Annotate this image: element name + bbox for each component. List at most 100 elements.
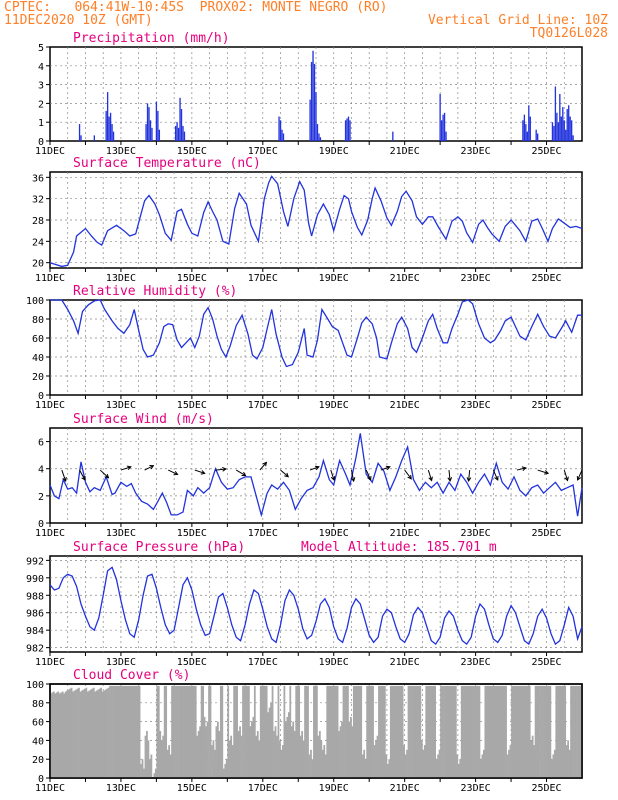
cloud-bar [345, 685, 348, 778]
y-tick-label: 2 [38, 492, 44, 503]
precip-bar [313, 63, 316, 141]
precip-bar [537, 133, 539, 141]
cloud-bar [528, 685, 531, 778]
y-tick-label: 36 [32, 173, 44, 184]
cloud-bar [187, 685, 190, 778]
cloud-bar [95, 690, 98, 778]
cloud-bar [537, 685, 540, 778]
cloud-bar [261, 685, 264, 778]
precip-bar [179, 97, 181, 141]
cloud-bar [429, 685, 432, 778]
precip-bar [559, 94, 561, 141]
wind-arrow-head [428, 476, 433, 482]
cloud-bar [333, 685, 336, 778]
panel-title: Relative Humidity (%) [73, 284, 237, 299]
cloud-bar [310, 749, 312, 778]
cloud-bar [521, 685, 524, 778]
cloud-bar [125, 685, 128, 778]
cloud-bar [236, 685, 238, 778]
cloud-bar [518, 685, 521, 778]
cloud-bar [385, 754, 388, 778]
cloud-bar [185, 685, 188, 778]
cloud-bar [200, 685, 203, 778]
cloud-bar [499, 685, 502, 778]
cloud-bar [268, 707, 271, 778]
cloud-bar [183, 685, 185, 778]
model-altitude-label: Model Altitude: 185.701 m [301, 540, 497, 555]
precip-bar [440, 120, 443, 141]
cloud-bar [327, 685, 330, 778]
cloud-bar [302, 740, 305, 778]
cloud-bar [212, 740, 215, 778]
cloud-bar [83, 688, 86, 778]
precip-bar [177, 127, 180, 141]
precip-bar [525, 124, 527, 141]
y-tick-label: 992 [26, 556, 44, 567]
cloud-bar [487, 685, 490, 778]
y-tick-label: 0 [38, 519, 44, 530]
cloud-bar [156, 685, 159, 778]
wind-arrow-head [173, 470, 179, 476]
cloud-bar [113, 685, 116, 778]
cloud-bar [360, 685, 363, 778]
cloud-bar [391, 685, 394, 778]
cloud-bar [91, 688, 94, 778]
y-tick-label: 60 [32, 334, 44, 345]
cloud-bar [549, 685, 552, 778]
precip-bar [78, 124, 81, 141]
x-tick-label: 11DEC [35, 146, 65, 157]
cloud-bar [214, 749, 216, 778]
cloud-bar [480, 759, 482, 778]
cloud-bar [463, 685, 466, 778]
cloud-bar [373, 745, 376, 778]
cloud-bar [447, 685, 450, 778]
cloud-bar [407, 685, 410, 778]
cloud-bar [86, 691, 89, 778]
y-tick-label: 40 [32, 736, 44, 747]
precip-bar [572, 135, 574, 141]
cloud-bar [326, 685, 329, 778]
cloud-bar [443, 685, 445, 778]
cloud-bar [488, 685, 491, 778]
cloud-bar [293, 731, 296, 778]
wind-arrow-shaft [448, 470, 451, 482]
x-tick-label: 19DEC [319, 273, 349, 284]
cloud-bar [61, 691, 64, 778]
cloud-bar [416, 685, 419, 778]
panel-frame-top [49, 683, 583, 779]
cloud-bar [342, 685, 345, 778]
cloud-bar [89, 689, 92, 778]
cloud-bar [358, 685, 361, 778]
precip-bar [528, 105, 530, 141]
cloud-bar [556, 685, 559, 778]
cloud-bar [422, 749, 425, 778]
cloud-bar [564, 685, 567, 778]
cloud-bar [265, 685, 268, 778]
cloud-bar [76, 688, 79, 778]
x-tick-label: 17DEC [248, 528, 278, 539]
y-tick-label: 0 [38, 137, 44, 148]
cloud-bar [246, 685, 249, 778]
cloud-bar [491, 685, 494, 778]
cloud-bar [382, 685, 385, 778]
cloud-bar [497, 685, 500, 778]
y-tick-label: 986 [26, 609, 44, 620]
precip-bar [318, 133, 320, 141]
cloud-bar [318, 731, 321, 778]
cloud-bar [73, 690, 76, 778]
cloud-bar [361, 754, 364, 778]
cloud-bar [332, 685, 335, 778]
x-tick-label: 23DEC [461, 657, 491, 668]
precip-bar [108, 116, 110, 141]
precip-bar [319, 137, 322, 141]
precip-bar [347, 116, 350, 141]
cloud-bar [388, 759, 391, 778]
cloud-bar [188, 685, 191, 778]
cloud-bar [506, 754, 509, 778]
cloud-bar [329, 685, 332, 778]
cloud-bar [559, 685, 562, 778]
x-tick-label: 17DEC [248, 273, 278, 284]
cloud-bar [330, 685, 333, 778]
cloud-bar [222, 768, 225, 778]
cloud-bar [101, 691, 104, 778]
